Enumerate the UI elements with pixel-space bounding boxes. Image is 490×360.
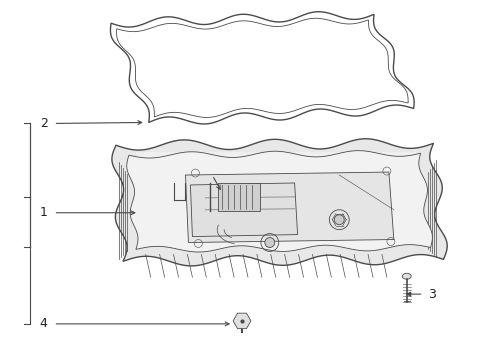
- Circle shape: [334, 215, 344, 225]
- Text: 1: 1: [40, 206, 48, 219]
- Polygon shape: [233, 313, 251, 329]
- Polygon shape: [127, 151, 432, 252]
- Circle shape: [265, 238, 275, 247]
- Polygon shape: [112, 139, 447, 266]
- Text: 3: 3: [429, 288, 437, 301]
- Ellipse shape: [402, 273, 411, 279]
- Text: 4: 4: [40, 318, 48, 330]
- Text: 5: 5: [204, 163, 212, 176]
- Polygon shape: [117, 18, 408, 117]
- Polygon shape: [136, 152, 427, 243]
- Polygon shape: [185, 172, 394, 243]
- Text: 2: 2: [40, 117, 48, 130]
- Polygon shape: [191, 183, 297, 237]
- Bar: [218, 183, 260, 211]
